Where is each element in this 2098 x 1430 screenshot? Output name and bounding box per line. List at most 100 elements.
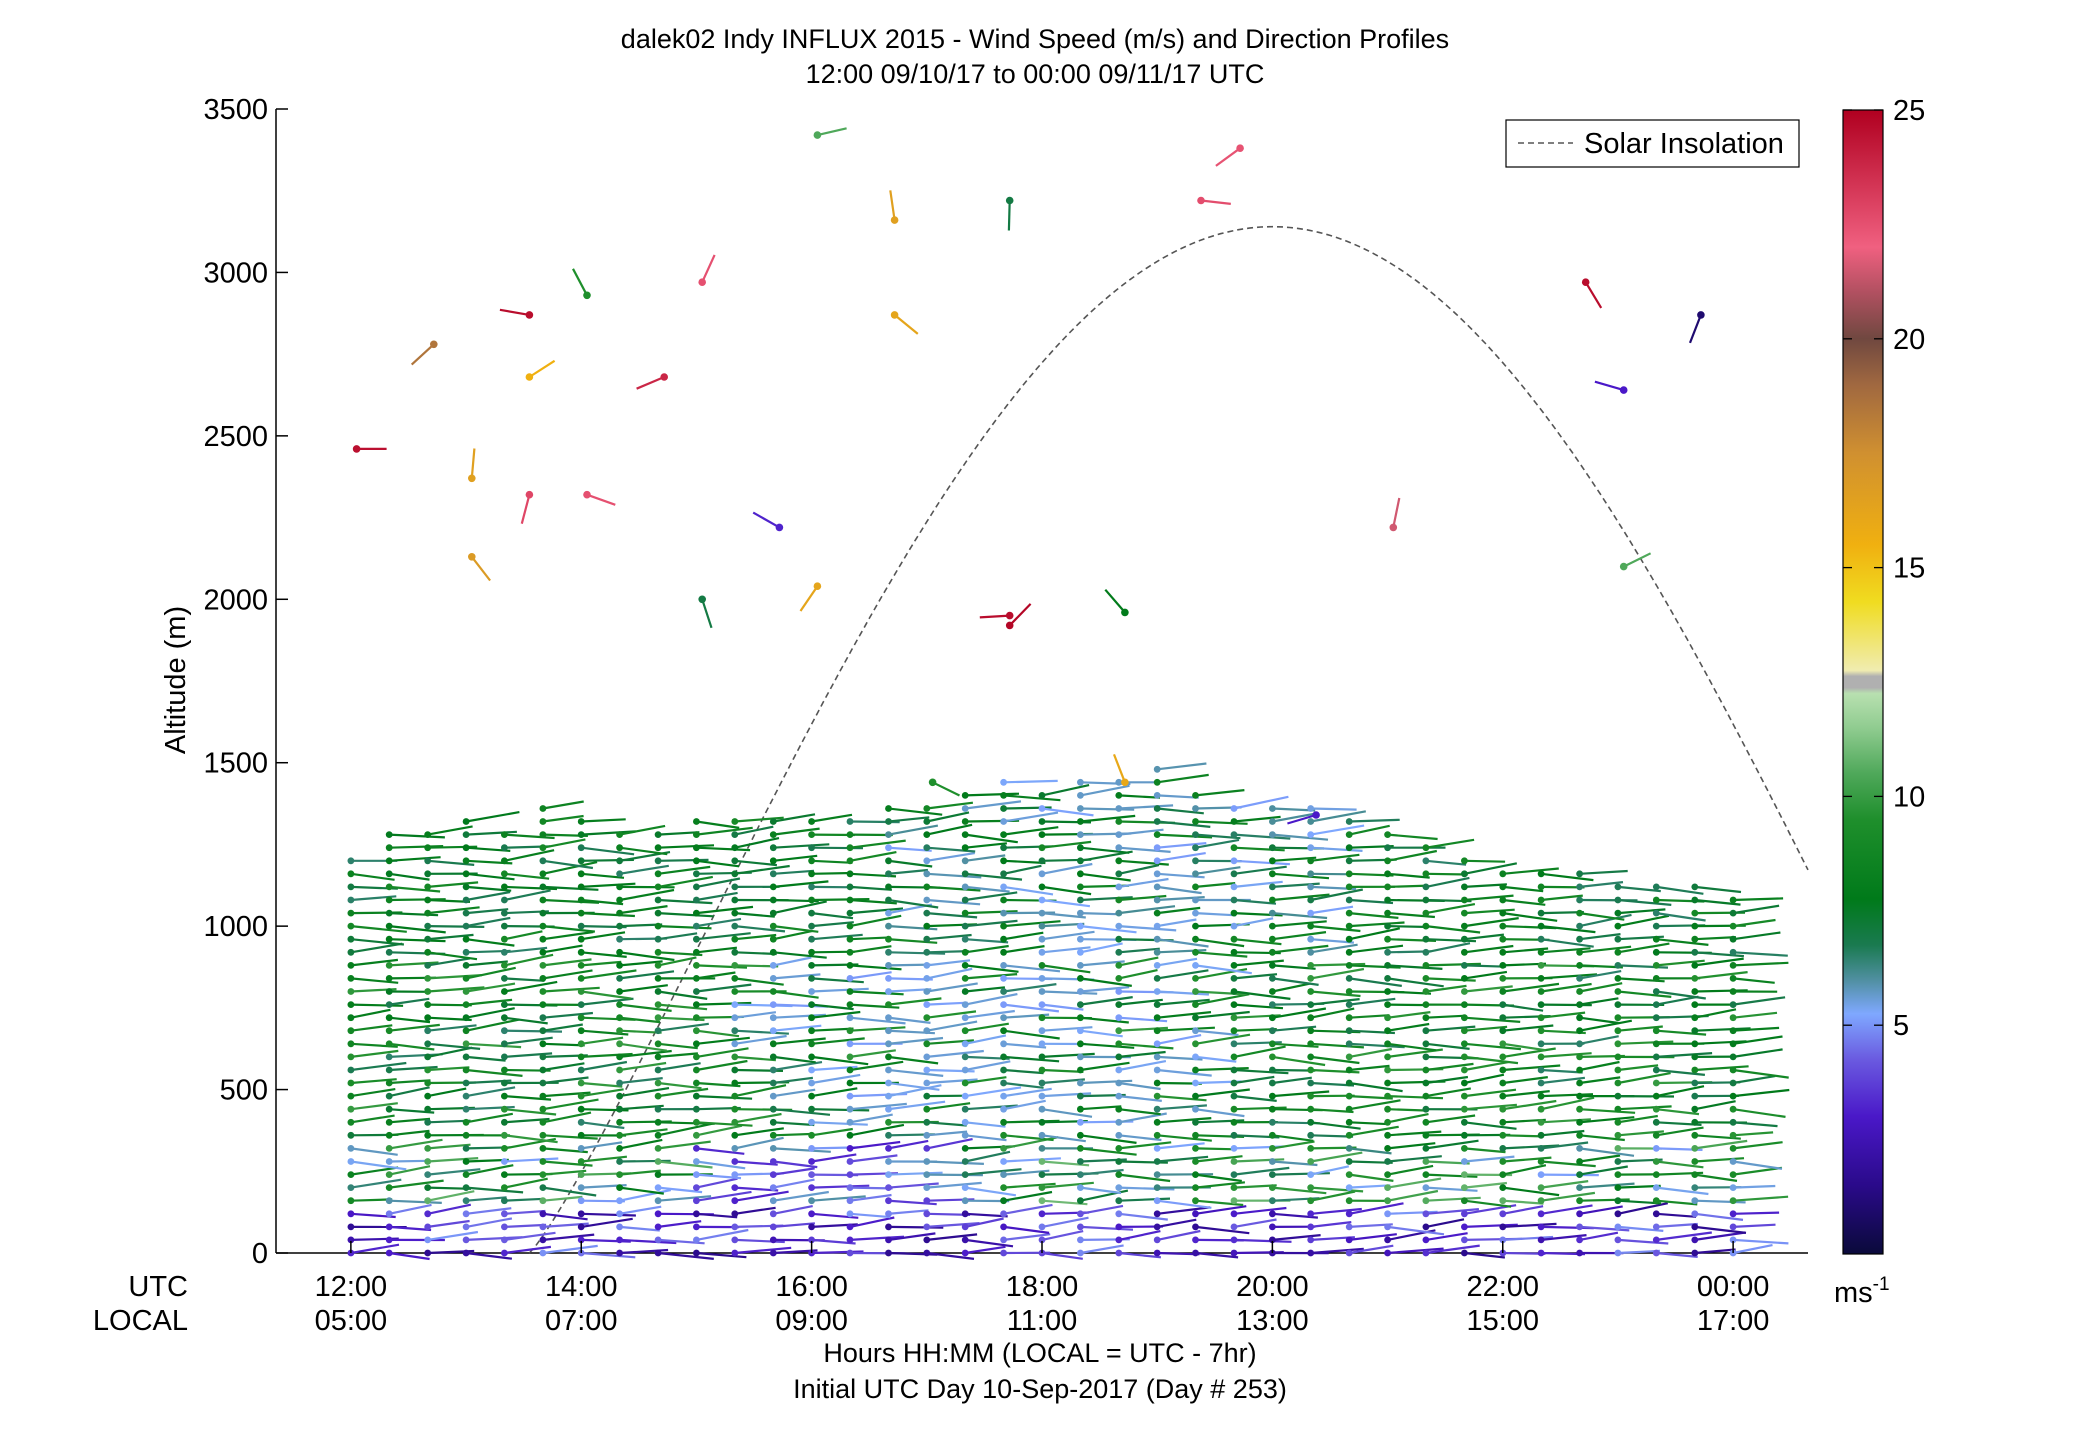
wind-barb-point: [1653, 1171, 1660, 1178]
wind-barb-point: [1115, 1119, 1122, 1126]
wind-barb-shaft: [1541, 1162, 1596, 1167]
wind-barb-point: [386, 1197, 393, 1204]
wind-barb-point: [693, 1067, 700, 1074]
wind-barb-point: [1615, 1080, 1622, 1087]
wind-barb-point: [424, 844, 431, 851]
wind-barb-point: [1538, 910, 1545, 917]
wind-barb-point: [1307, 1197, 1314, 1204]
wind-barb-point: [1538, 1054, 1545, 1061]
wind-barb-point: [578, 1093, 585, 1100]
wind-barb-point: [923, 1001, 930, 1008]
wind-barb-point: [501, 844, 508, 851]
wind-barb-point: [386, 975, 393, 982]
wind-barb-point: [923, 1171, 930, 1178]
wind-barb-shaft: [1119, 949, 1160, 953]
wind-barb-point: [1154, 923, 1161, 930]
wind-barb-point: [1423, 1119, 1430, 1126]
wind-barb-point: [1307, 1040, 1314, 1047]
wind-barb-point: [1307, 1158, 1314, 1165]
wind-barb-point: [1269, 1080, 1276, 1087]
wind-barb-point: [1269, 962, 1276, 969]
wind-barb-point: [693, 1237, 700, 1244]
wind-barb-point: [962, 831, 969, 838]
wind-barb-point: [1154, 962, 1161, 969]
wind-barb-point: [808, 1067, 815, 1074]
wind-barb-point: [1307, 1250, 1314, 1257]
wind-barb-point: [424, 1067, 431, 1074]
wind-barb-point: [1730, 1132, 1737, 1139]
wind-barb-point: [1154, 1093, 1161, 1100]
wind-barb-point: [1115, 831, 1122, 838]
wind-barb-point: [655, 1054, 662, 1061]
wind-barb-point: [1192, 831, 1199, 838]
wind-barb-point: [655, 1080, 662, 1087]
wind-barb-point: [616, 1119, 623, 1126]
wind-barb-point: [424, 1184, 431, 1191]
wind-barb-point: [1346, 1132, 1353, 1139]
wind-barb-point: [1384, 897, 1391, 904]
wind-barb-point: [1461, 910, 1468, 917]
wind-barb-point: [1231, 1145, 1238, 1152]
day-footnote: Initial UTC Day 10-Sep-2017 (Day # 253): [793, 1374, 1287, 1404]
wind-barb-shaft: [1426, 1141, 1479, 1149]
wind-barb-shaft: [1042, 864, 1092, 874]
wind-barb-point: [1346, 1067, 1353, 1074]
wind-barb-shaft: [1580, 1156, 1621, 1162]
wind-barb-point: [1615, 923, 1622, 930]
wind-barb-point: [655, 1197, 662, 1204]
wind-barb-point: [578, 1132, 585, 1139]
wind-barb-point: [1192, 818, 1199, 825]
wind-barb-shaft: [658, 1089, 708, 1096]
wind-barb-point: [1269, 805, 1276, 812]
wind-barb-point: [1346, 1158, 1353, 1165]
wind-barb-point: [1576, 910, 1583, 917]
wind-barb-shaft: [543, 1100, 599, 1110]
wind-barb-point: [1307, 910, 1314, 917]
wind-barb-point: [923, 1250, 930, 1257]
wind-barb-point: [386, 1250, 393, 1257]
wind-barb-point: [1538, 949, 1545, 956]
wind-barb-point: [501, 884, 508, 891]
upper-wind-barb-point: [1582, 278, 1590, 286]
wind-barb-point: [1231, 1014, 1238, 1021]
colorbar-tick-label: 20: [1893, 324, 1925, 356]
wind-barb-point: [1499, 1093, 1506, 1100]
wind-barb-point: [923, 1237, 930, 1244]
wind-barb-point: [1307, 949, 1314, 956]
wind-barb-point: [1691, 1210, 1698, 1217]
wind-barb-shaft: [1733, 1049, 1783, 1057]
wind-barb-point: [1346, 1014, 1353, 1021]
upper-wind-barb-point: [1390, 524, 1398, 532]
wind-barb-point: [693, 1027, 700, 1034]
wind-barb-point: [1538, 884, 1545, 891]
wind-barb-point: [1384, 1027, 1391, 1034]
wind-barb-point: [386, 897, 393, 904]
wind-barb-point: [1384, 1210, 1391, 1217]
wind-barb-point: [1346, 1145, 1353, 1152]
wind-barb-point: [808, 857, 815, 864]
wind-barb-point: [1730, 1080, 1737, 1087]
wind-barb-point: [1346, 1237, 1353, 1244]
wind-barb-point: [1423, 988, 1430, 995]
wind-barb-shaft: [773, 931, 812, 939]
wind-barb-point: [1115, 910, 1122, 917]
wind-barb-point: [1231, 923, 1238, 930]
wind-barb-shaft: [1004, 1083, 1044, 1088]
wind-barb-point: [386, 962, 393, 969]
wind-barb-point: [731, 818, 738, 825]
wind-barb-profiles: [348, 764, 1790, 1260]
wind-barb-point: [655, 1224, 662, 1231]
wind-barb-shaft: [1042, 1109, 1092, 1117]
wind-barb-point: [1231, 1027, 1238, 1034]
wind-barb-point: [1077, 870, 1084, 877]
wind-barb-point: [1115, 857, 1122, 864]
wind-barb-point: [1307, 1014, 1314, 1021]
wind-barb-point: [1115, 1040, 1122, 1047]
wind-barb-shaft: [773, 958, 811, 966]
wind-barb-point: [1307, 857, 1314, 864]
wind-barb-point: [1730, 1040, 1737, 1047]
wind-barb-point: [885, 818, 892, 825]
wind-barb-point: [1346, 1210, 1353, 1217]
wind-barb-point: [923, 844, 930, 851]
y-tick-label: 2000: [203, 584, 268, 616]
